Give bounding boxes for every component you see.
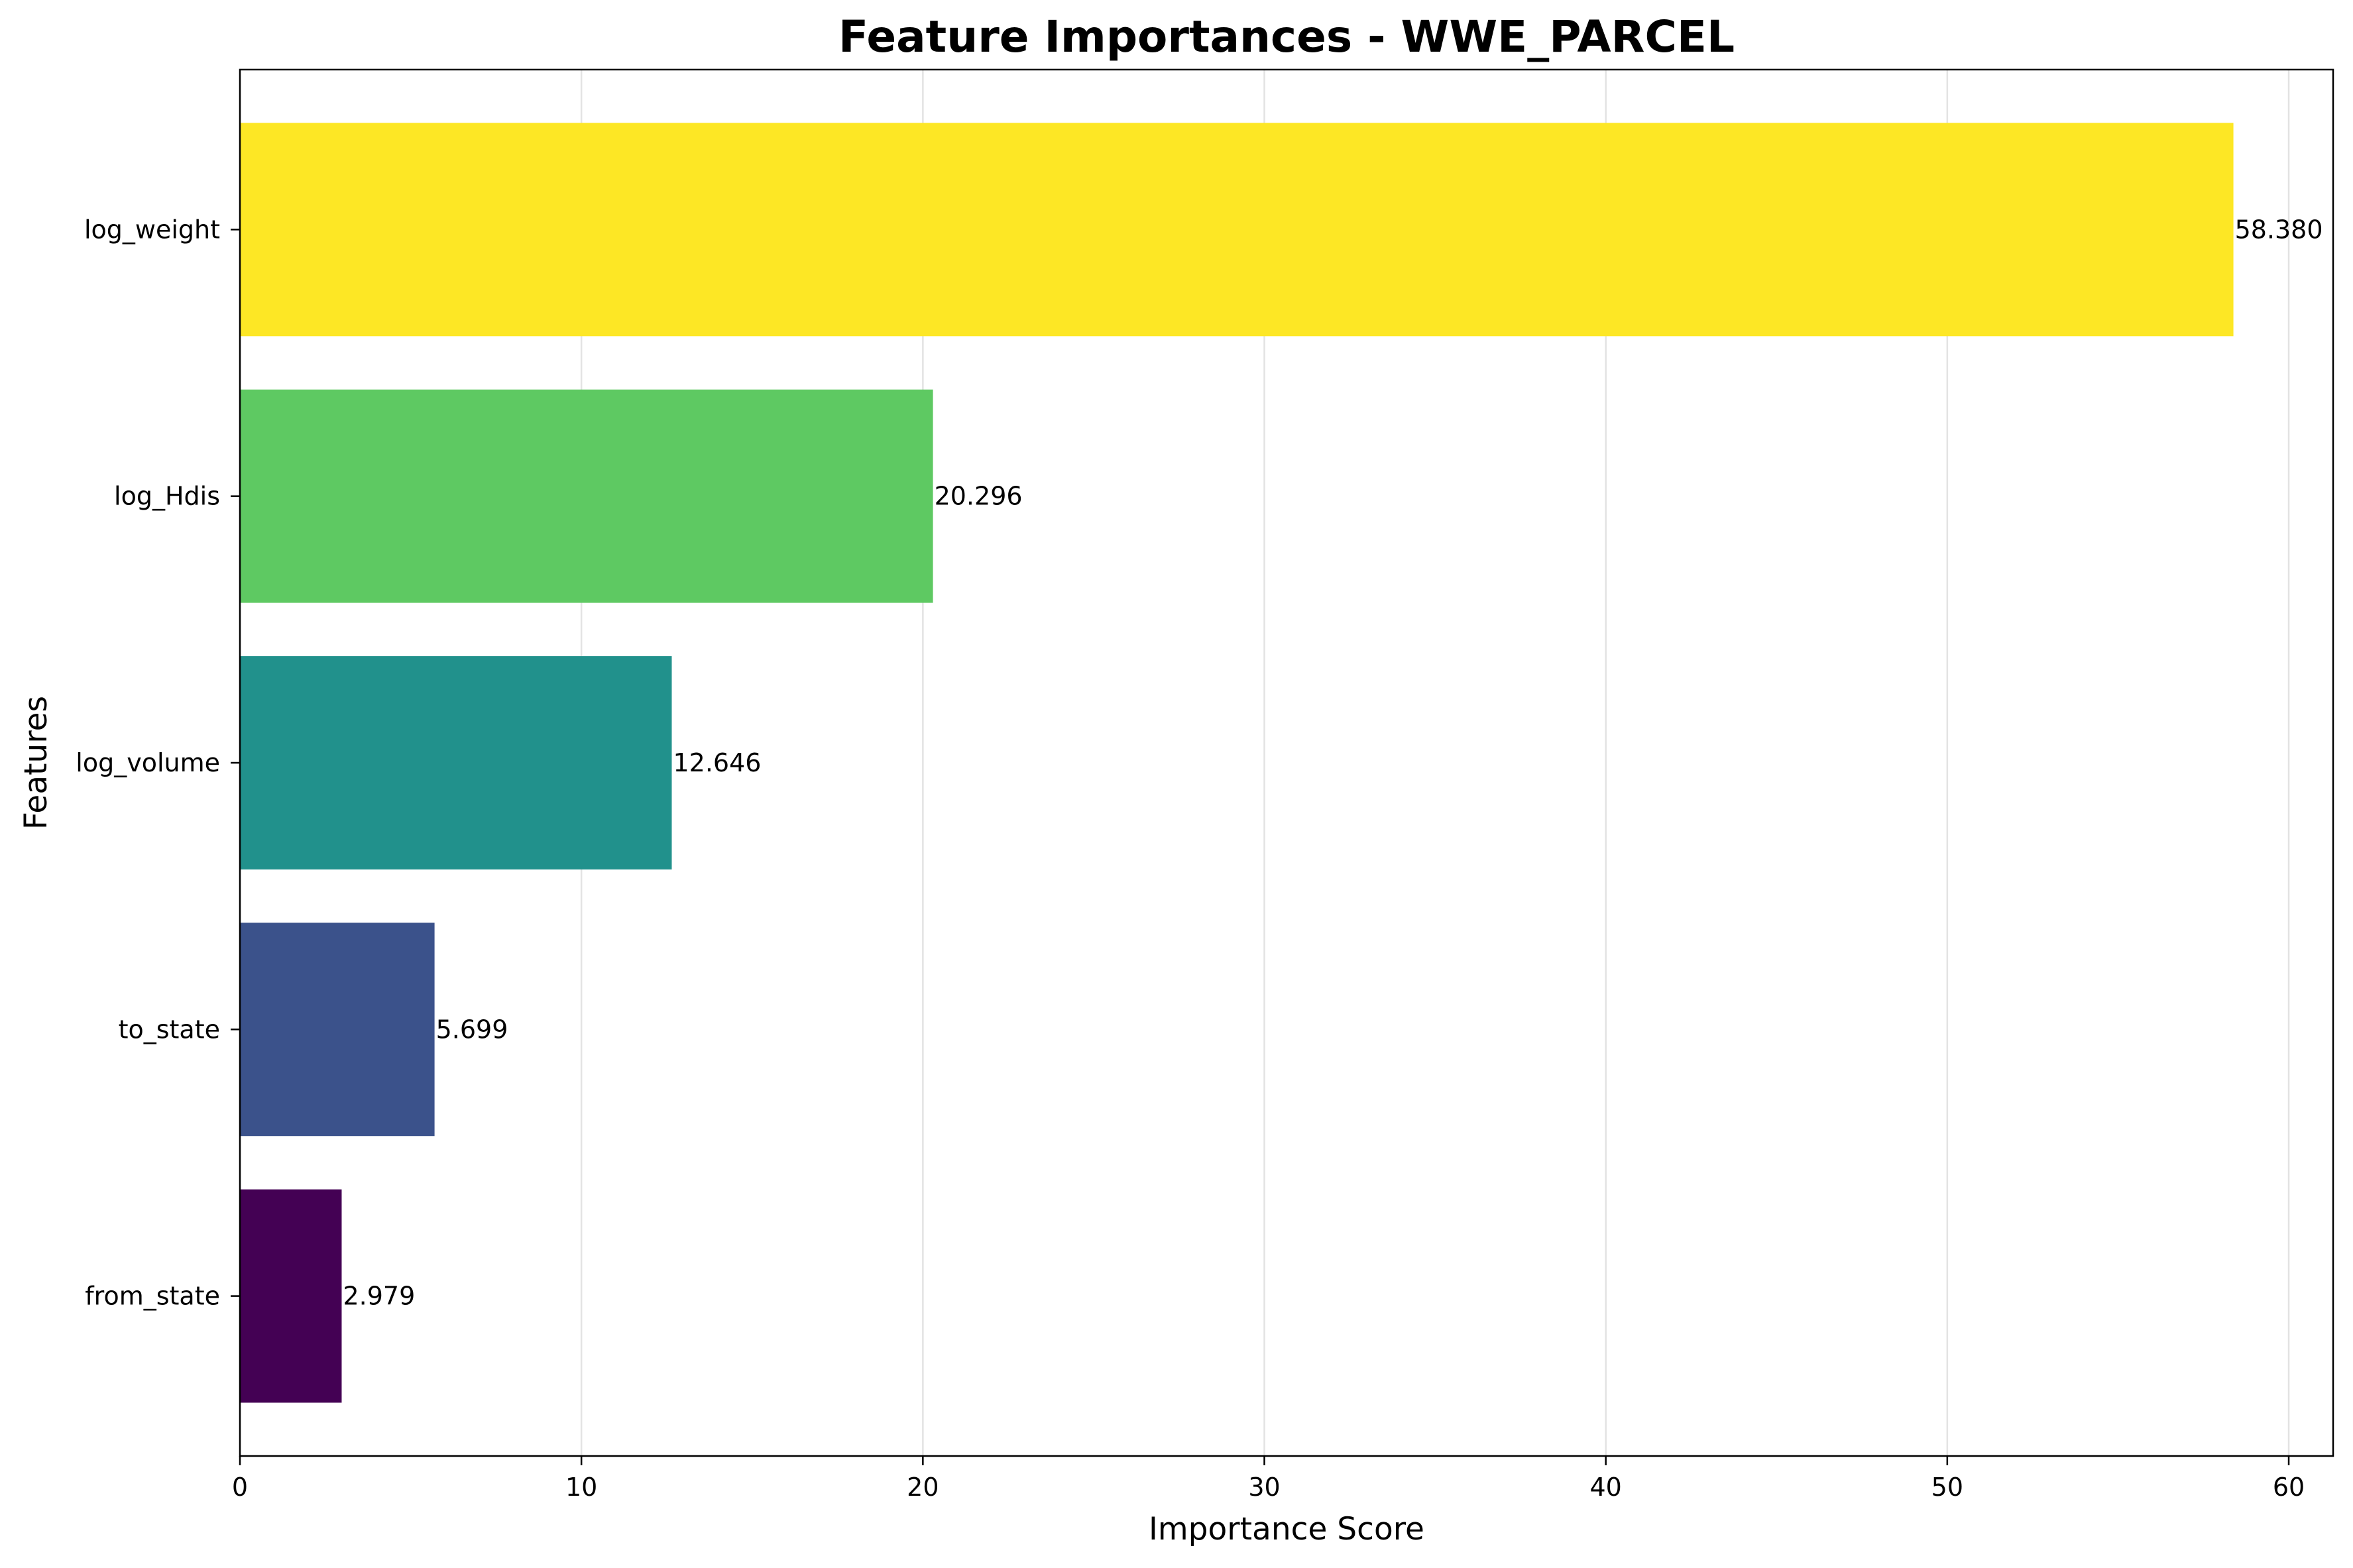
bar-log-weight: [240, 123, 2234, 337]
x-tick-label: 0: [232, 1473, 248, 1502]
chart-title: Feature Importances - WWE_PARCEL: [838, 11, 1735, 62]
y-tick-label: to_state: [119, 1015, 220, 1044]
bar-log-Hdis: [240, 389, 933, 603]
y-tick-label: log_volume: [76, 748, 220, 777]
bar-to-state: [240, 923, 435, 1137]
y-tick-label: log_weight: [84, 215, 220, 244]
x-tick-label: 30: [1248, 1473, 1280, 1502]
bar-value-label: 5.699: [436, 1015, 508, 1044]
bar-value-label: 58.380: [2235, 215, 2323, 244]
x-tick-label: 40: [1590, 1473, 1622, 1502]
bar-from-state: [240, 1189, 342, 1403]
y-axis-label: Features: [18, 696, 54, 830]
x-tick-label: 20: [907, 1473, 939, 1502]
y-tick-label: log_Hdis: [114, 482, 220, 511]
x-axis-label: Importance Score: [1149, 1511, 1424, 1547]
bars-layer: [240, 123, 2234, 1403]
data-labels: 58.380 20.296 12.646 5.699 2.979: [343, 215, 2323, 1310]
y-axis-ticks: log_weight log_Hdis log_volume to_statefrom…: [76, 215, 240, 1311]
x-axis-ticks: 0 10 20 30 40 50 60: [232, 1456, 2305, 1502]
bar-value-label: 12.646: [673, 748, 761, 777]
y-tick-label: from_state: [85, 1282, 220, 1311]
x-tick-label: 10: [565, 1473, 597, 1502]
bar-value-label: 2.979: [343, 1282, 415, 1311]
x-tick-label: 50: [1931, 1473, 1963, 1502]
bar-value-label: 20.296: [935, 482, 1023, 511]
x-tick-label: 60: [2273, 1473, 2305, 1502]
bar-log-volume: [240, 656, 672, 869]
